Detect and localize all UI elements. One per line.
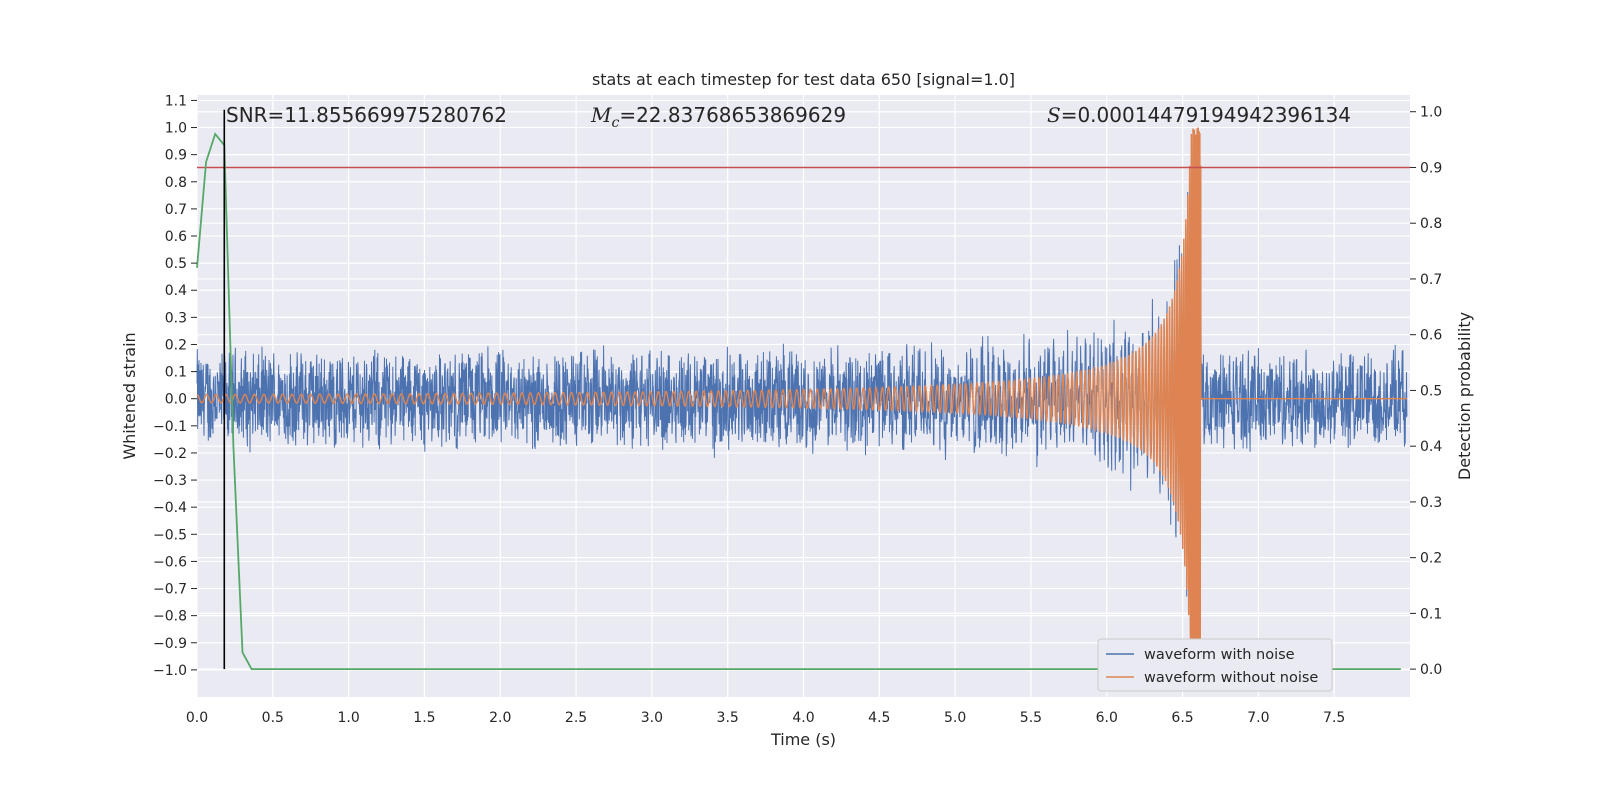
legend-label-clean: waveform without noise — [1144, 670, 1318, 686]
x-tick-label: 2.0 — [489, 710, 511, 726]
y-tick-label: 0.7 — [165, 202, 187, 218]
x-tick-label: 3.5 — [717, 710, 739, 726]
s-annotation: S=0.00014479194942396134 — [1047, 103, 1351, 127]
chirp-mass-symbol: M — [590, 103, 612, 127]
y-tick-label: −0.8 — [153, 609, 187, 625]
series-layer — [196, 109, 1410, 688]
x-tick-label: 5.0 — [944, 710, 966, 726]
y-right-tick-label: 0.7 — [1420, 272, 1442, 288]
chart-title: stats at each timestep for test data 650… — [592, 70, 1015, 89]
clean-waveform-line — [196, 127, 1407, 670]
y-right-tick-label: 0.1 — [1420, 606, 1442, 622]
snr-annotation: SNR=11.855669975280762 — [226, 103, 507, 127]
y-tick-label: 0.8 — [165, 175, 187, 191]
x-tick-label: 4.5 — [868, 710, 890, 726]
y-right-axis-title: Detection probability — [1455, 312, 1474, 480]
x-tick-label: 2.5 — [565, 710, 587, 726]
y-tick-label: 0.6 — [165, 229, 187, 245]
x-tick-label: 5.5 — [1020, 710, 1042, 726]
y-tick-label: 0.9 — [165, 148, 187, 164]
noisy-waveform-line — [196, 148, 1408, 688]
y-tick-label: 0.4 — [165, 283, 187, 299]
y-tick-label: −0.1 — [153, 419, 187, 435]
y-right-tick-label: 0.0 — [1420, 662, 1442, 678]
y-right-tick-label: 0.9 — [1420, 160, 1442, 176]
y-tick-label: 1.1 — [165, 93, 187, 109]
y-tick-label: 0.1 — [165, 365, 187, 381]
y-tick-label: −0.6 — [153, 554, 187, 570]
y-tick-label: −0.3 — [153, 473, 187, 489]
x-tick-label: 0.5 — [262, 710, 284, 726]
y-tick-label: −0.5 — [153, 527, 187, 543]
chirp-mass-annotation: Mc=22.83768653869629 — [590, 103, 846, 131]
y-tick-label: 0.3 — [165, 310, 187, 326]
y-right-tick-label: 1.0 — [1420, 105, 1442, 121]
x-tick-label: 1.0 — [337, 710, 359, 726]
y-tick-label: 0.5 — [165, 256, 187, 272]
y-tick-label: −0.4 — [153, 500, 187, 516]
legend-label-noise: waveform with noise — [1144, 647, 1295, 663]
y-tick-label: 0.0 — [165, 392, 187, 408]
y-right-tick-label: 0.3 — [1420, 495, 1442, 511]
detection-probability-line — [196, 132, 1401, 670]
y-right-tick-label: 0.5 — [1420, 383, 1442, 399]
y-right-tick-label: 0.6 — [1420, 328, 1442, 344]
legend-box — [1097, 638, 1333, 692]
x-tick-label: 7.0 — [1247, 710, 1269, 726]
y-right-tick-label: 0.2 — [1420, 551, 1442, 567]
y-right-tick-label: 0.8 — [1420, 216, 1442, 232]
x-tick-label: 4.0 — [792, 710, 814, 726]
x-tick-label: 7.5 — [1323, 710, 1345, 726]
y-tick-label: −1.0 — [153, 663, 187, 679]
y-tick-label: 0.2 — [165, 337, 187, 353]
x-tick-label: 3.0 — [641, 710, 663, 726]
x-tick-label: 6.5 — [1171, 710, 1193, 726]
x-tick-label: 0.0 — [186, 710, 208, 726]
y-tick-label: −0.2 — [153, 446, 187, 462]
x-tick-label: 6.0 — [1096, 710, 1118, 726]
y-axis-title: Whitened strain — [120, 332, 139, 459]
y-right-tick-label: 0.4 — [1420, 439, 1442, 455]
x-tick-label: 1.5 — [413, 710, 435, 726]
y-tick-label: −0.7 — [153, 582, 187, 598]
legend: waveform with noise waveform without noi… — [1097, 638, 1333, 692]
ticks: 0.0 0.5 1.0 1.5 2.0 2.5 3.0 3.5 4.0 4.5 5.0 5.5 6.0 6… — [153, 93, 1442, 726]
chirp-mass-subscript: c — [611, 115, 619, 131]
s-symbol: S — [1047, 103, 1061, 127]
y-tick-label: −0.9 — [153, 636, 187, 652]
s-value: =0.00014479194942396134 — [1061, 103, 1351, 127]
x-axis-title: Time (s) — [770, 730, 836, 749]
y-tick-label: 1.0 — [165, 121, 187, 137]
chirp-mass-value: =22.83768653869629 — [619, 103, 846, 127]
